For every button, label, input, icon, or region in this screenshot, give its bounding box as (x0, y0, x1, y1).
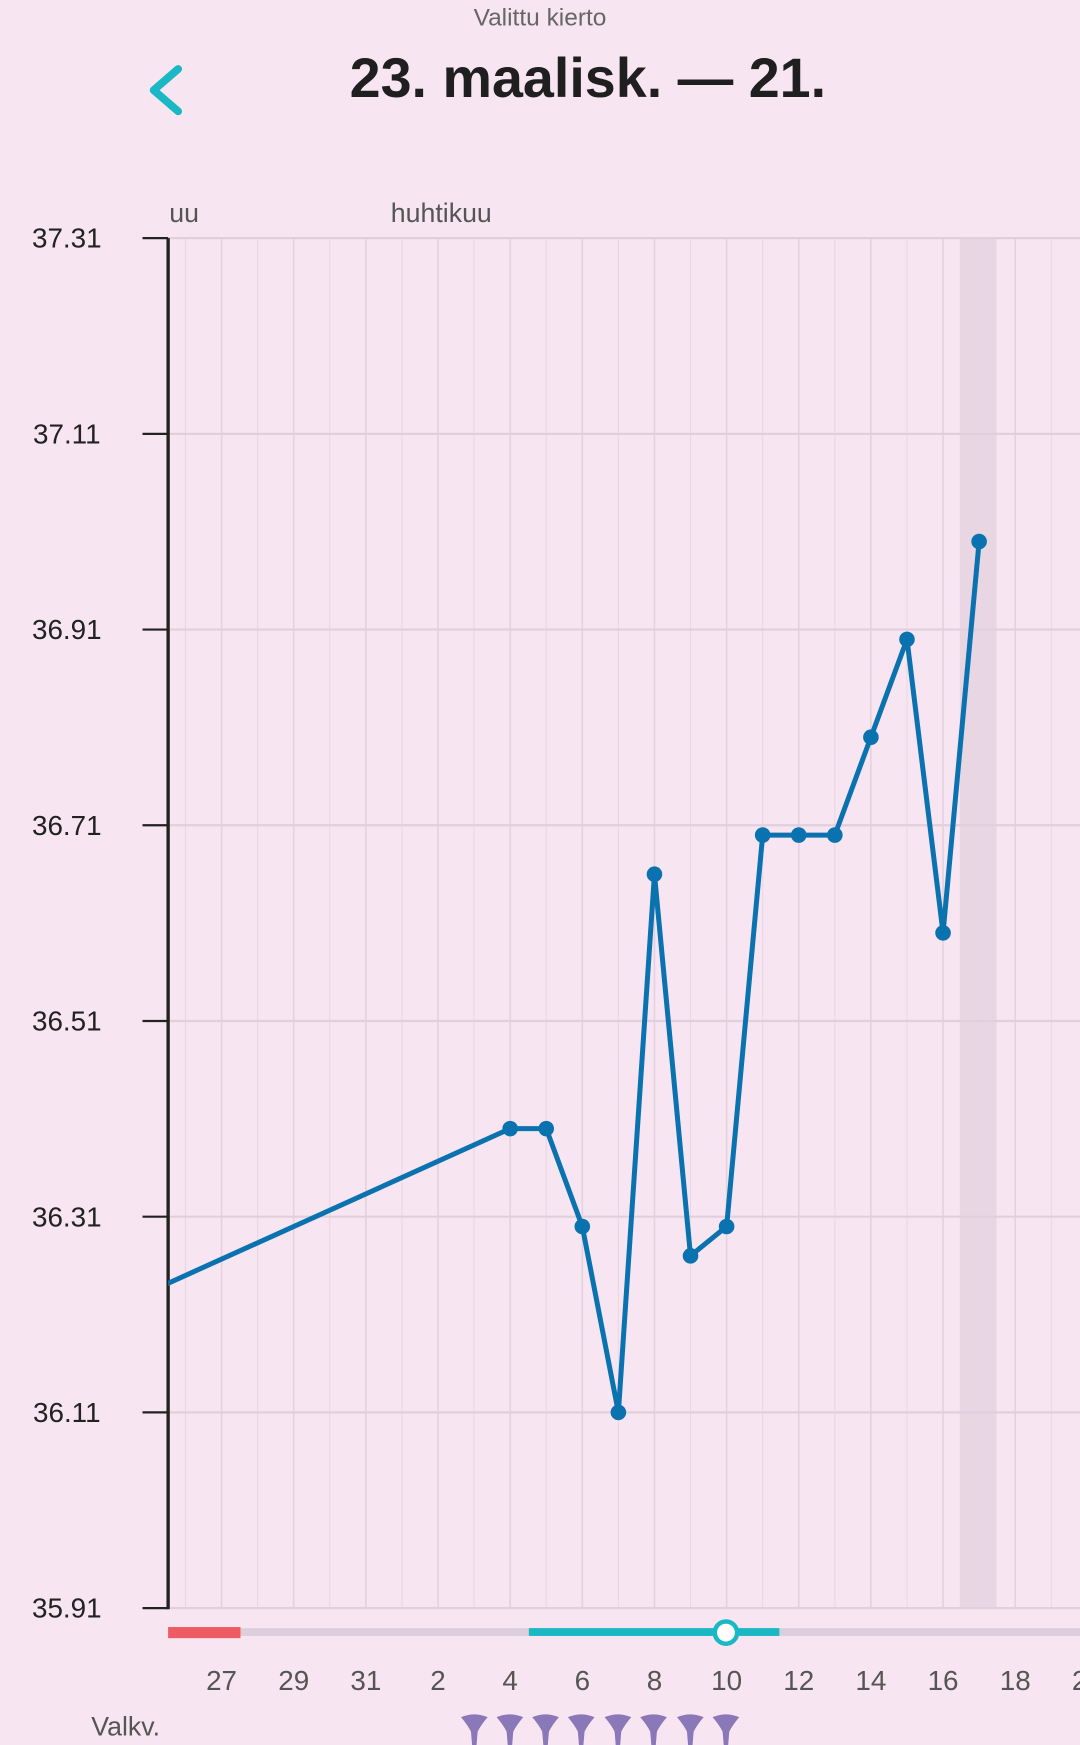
y-tick-label: 36.31 (32, 1201, 102, 1232)
y-tick-label: 36.71 (32, 810, 102, 841)
x-tick-label: 10 (711, 1665, 742, 1696)
y-tick-label: 35.91 (32, 1593, 102, 1624)
today-highlight (959, 238, 997, 1609)
x-tick-label: 2 (430, 1665, 445, 1696)
period-bar (168, 1627, 241, 1639)
mucus-icon (604, 1714, 632, 1745)
temperature-point (754, 827, 771, 843)
title: 23. maalisk. — 21. (350, 47, 826, 109)
temperature-point (682, 1248, 699, 1264)
x-tick-label: 4 (502, 1665, 517, 1696)
x-tick-label: 20 (1072, 1665, 1080, 1696)
temperature-point (646, 866, 663, 882)
temperature-point (827, 827, 843, 843)
temperature-point (971, 533, 987, 550)
month-label: huhtikuu (391, 198, 492, 228)
x-tick-label: 14 (855, 1665, 886, 1696)
mucus-icon (496, 1714, 524, 1745)
temperature-point (899, 631, 915, 648)
y-tick-label: 36.51 (32, 1006, 102, 1037)
mucus-icon (676, 1714, 704, 1745)
mucus-icons (460, 1714, 740, 1745)
x-tick-label: 12 (783, 1665, 814, 1696)
ovulation-marker (712, 1619, 740, 1646)
mucus-icon (460, 1714, 488, 1745)
temperature-point (502, 1120, 518, 1137)
temperature-point (863, 729, 879, 746)
mucus-icon (532, 1714, 559, 1745)
y-tick-label: 36.91 (32, 614, 102, 645)
x-tick-label: 29 (278, 1665, 309, 1696)
y-tick-label: 37.31 (32, 223, 102, 254)
subtitle: Valittu kierto (474, 4, 607, 31)
temperature-point (610, 1404, 627, 1421)
month-label: uu (169, 198, 199, 228)
x-tick-label: 8 (647, 1665, 662, 1696)
mucus-icon (640, 1714, 667, 1745)
temperature-point (790, 827, 807, 843)
y-tick-label: 37.11 (33, 418, 101, 449)
y-tick-label: 36.11 (33, 1397, 101, 1428)
temperature-point (574, 1218, 591, 1235)
x-tick-label: 6 (575, 1665, 590, 1696)
mucus-icon (567, 1714, 595, 1745)
mucus-icon (712, 1714, 740, 1745)
temperature-point (935, 925, 951, 941)
x-tick-label: 16 (928, 1665, 959, 1696)
track-label: Valkv. (91, 1711, 160, 1741)
x-tick-label: 18 (1000, 1665, 1031, 1696)
x-tick-label: 31 (350, 1665, 381, 1696)
back-button[interactable] (149, 65, 183, 116)
fertile-window (528, 1628, 780, 1636)
x-tick-label: 27 (206, 1665, 237, 1696)
temperature-point (538, 1120, 555, 1137)
temperature-point (718, 1218, 735, 1235)
